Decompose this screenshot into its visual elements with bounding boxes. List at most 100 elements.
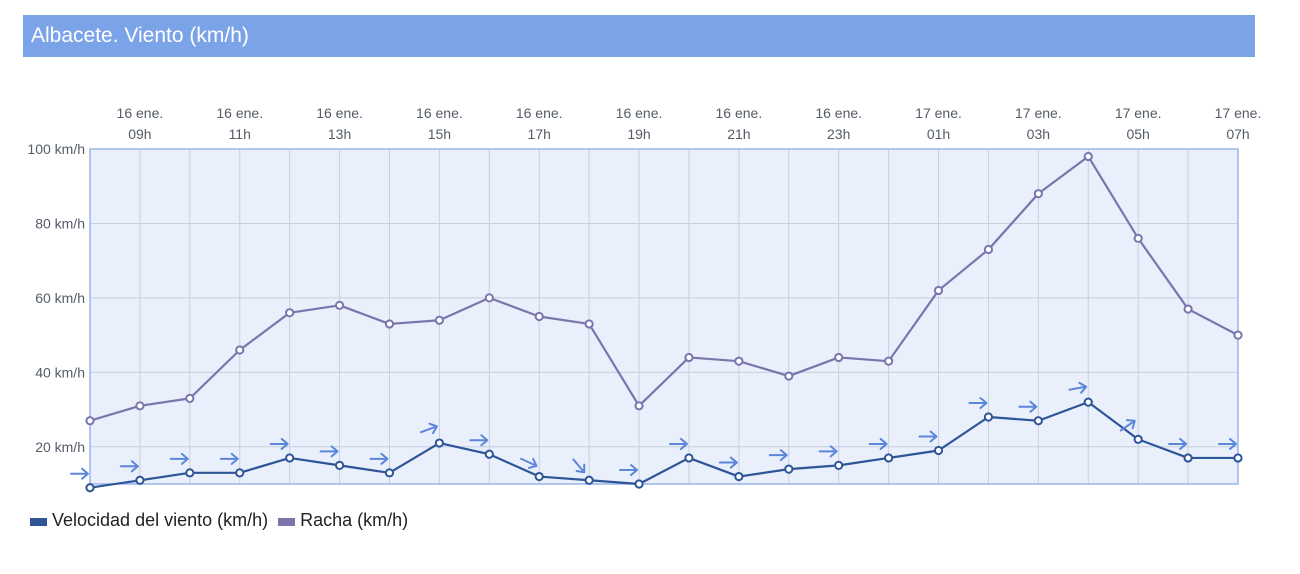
- x-tick-label-date: 16 ene.: [316, 105, 363, 121]
- data-point-gust[interactable]: [734, 356, 744, 366]
- wind-direction-arrow-icon: [1068, 381, 1088, 394]
- y-tick-label: 60 km/h: [35, 290, 85, 306]
- legend-item-gust[interactable]: Racha (km/h): [278, 510, 408, 531]
- wind-direction-arrow-icon: [818, 445, 838, 458]
- x-tick-label-date: 16 ene.: [716, 105, 763, 121]
- data-point-speed[interactable]: [1133, 434, 1143, 444]
- series-line-gust: [89, 155, 1239, 422]
- data-point-gust[interactable]: [584, 319, 594, 329]
- data-point-gust[interactable]: [334, 300, 345, 310]
- wind-direction-arrow-icon: [668, 437, 688, 450]
- x-tick-label-hour: 05h: [1126, 126, 1149, 142]
- data-point-speed[interactable]: [484, 449, 494, 459]
- data-point-gust[interactable]: [1133, 233, 1143, 243]
- data-point-gust[interactable]: [983, 244, 994, 255]
- data-point-speed[interactable]: [85, 483, 95, 493]
- x-tick-label-date: 17 ene.: [1215, 105, 1262, 121]
- x-tick-label-date: 17 ene.: [1015, 105, 1062, 121]
- data-point-gust[interactable]: [285, 308, 295, 318]
- y-tick-label: 100 km/h: [27, 141, 85, 157]
- plot-area: [90, 149, 1238, 484]
- wind-direction-arrow-icon: [1119, 419, 1136, 432]
- x-tick-label-hour: 11h: [229, 126, 251, 142]
- x-tick-label-hour: 07h: [1226, 126, 1249, 142]
- wind-direction-arrow-icon: [269, 437, 289, 450]
- wind-direction-arrow-icon: [768, 449, 788, 462]
- data-point-speed[interactable]: [884, 453, 894, 463]
- y-tick-label: 40 km/h: [35, 364, 85, 380]
- y-tick-label: 80 km/h: [35, 215, 85, 231]
- data-point-gust[interactable]: [834, 352, 844, 363]
- data-point-speed[interactable]: [235, 468, 245, 478]
- wind-direction-arrow-icon: [169, 452, 189, 465]
- data-point-gust[interactable]: [933, 285, 944, 296]
- x-tick-label-date: 16 ene.: [216, 105, 263, 121]
- data-point-speed[interactable]: [285, 453, 295, 463]
- data-point-gust[interactable]: [884, 356, 894, 366]
- data-point-speed[interactable]: [784, 464, 794, 474]
- data-point-speed[interactable]: [1233, 453, 1243, 463]
- data-point-gust[interactable]: [1233, 330, 1243, 340]
- data-point-speed[interactable]: [534, 471, 544, 482]
- data-point-speed[interactable]: [185, 468, 195, 478]
- x-tick-label-hour: 09h: [128, 126, 151, 142]
- wind-direction-arrow-icon: [119, 460, 139, 473]
- legend-swatch-gust: [278, 517, 296, 526]
- data-point-speed[interactable]: [634, 479, 644, 489]
- wind-direction-arrow-icon: [572, 458, 586, 474]
- data-point-speed[interactable]: [584, 475, 594, 485]
- data-point-speed[interactable]: [384, 468, 395, 478]
- data-point-gust[interactable]: [484, 293, 494, 303]
- wind-direction-arrow-icon: [1218, 437, 1237, 450]
- wind-direction-arrow-icon: [419, 422, 438, 435]
- data-point-gust[interactable]: [185, 393, 195, 403]
- data-point-gust[interactable]: [634, 401, 644, 411]
- data-point-speed[interactable]: [334, 460, 345, 470]
- data-point-gust[interactable]: [434, 315, 444, 325]
- data-point-speed[interactable]: [1033, 416, 1043, 426]
- x-tick-label-hour: 19h: [627, 126, 650, 142]
- legend-item-speed[interactable]: Velocidad del viento (km/h): [30, 510, 268, 531]
- data-point-speed[interactable]: [684, 453, 694, 463]
- data-point-speed[interactable]: [135, 475, 145, 485]
- wind-direction-arrow-icon: [319, 445, 339, 458]
- data-point-gust[interactable]: [135, 401, 145, 411]
- data-point-gust[interactable]: [384, 319, 395, 329]
- x-tick-label-hour: 03h: [1027, 126, 1050, 142]
- data-point-speed[interactable]: [834, 460, 844, 470]
- data-point-gust[interactable]: [534, 311, 544, 322]
- data-point-speed[interactable]: [734, 471, 744, 482]
- x-tick-label-hour: 21h: [727, 126, 750, 142]
- data-point-speed[interactable]: [1083, 397, 1093, 407]
- x-tick-label-date: 17 ene.: [915, 105, 962, 121]
- x-tick-label-date: 16 ene.: [416, 105, 463, 121]
- data-point-speed[interactable]: [1183, 453, 1193, 463]
- data-point-speed[interactable]: [434, 438, 444, 448]
- data-point-gust[interactable]: [1033, 189, 1043, 199]
- series-line-speed: [89, 401, 1238, 489]
- wind-direction-arrow-icon: [968, 397, 988, 409]
- data-point-speed[interactable]: [933, 445, 944, 456]
- wind-direction-arrow-icon: [1168, 437, 1188, 450]
- data-point-gust[interactable]: [1183, 304, 1193, 314]
- wind-direction-arrow-icon: [369, 452, 389, 465]
- x-tick-label-date: 17 ene.: [1115, 105, 1162, 121]
- data-point-gust[interactable]: [684, 352, 694, 363]
- data-point-speed[interactable]: [983, 412, 994, 422]
- wind-direction-arrow-icon: [619, 464, 639, 476]
- wind-direction-arrow-icon: [718, 456, 738, 469]
- chart-title: Albacete. Viento (km/h): [23, 15, 1255, 57]
- data-point-gust[interactable]: [784, 371, 794, 381]
- data-point-gust[interactable]: [1083, 151, 1093, 162]
- legend-swatch-speed: [30, 517, 47, 526]
- wind-direction-arrow-icon: [219, 452, 239, 465]
- wind-direction-arrow-icon: [70, 467, 89, 480]
- wind-direction-arrow-icon: [1018, 400, 1038, 413]
- legend-label-gust: Racha (km/h): [300, 510, 409, 530]
- data-point-gust[interactable]: [235, 345, 245, 355]
- wind-direction-arrow-icon: [868, 437, 888, 450]
- data-point-gust[interactable]: [85, 416, 95, 426]
- x-tick-label-hour: 01h: [927, 126, 950, 142]
